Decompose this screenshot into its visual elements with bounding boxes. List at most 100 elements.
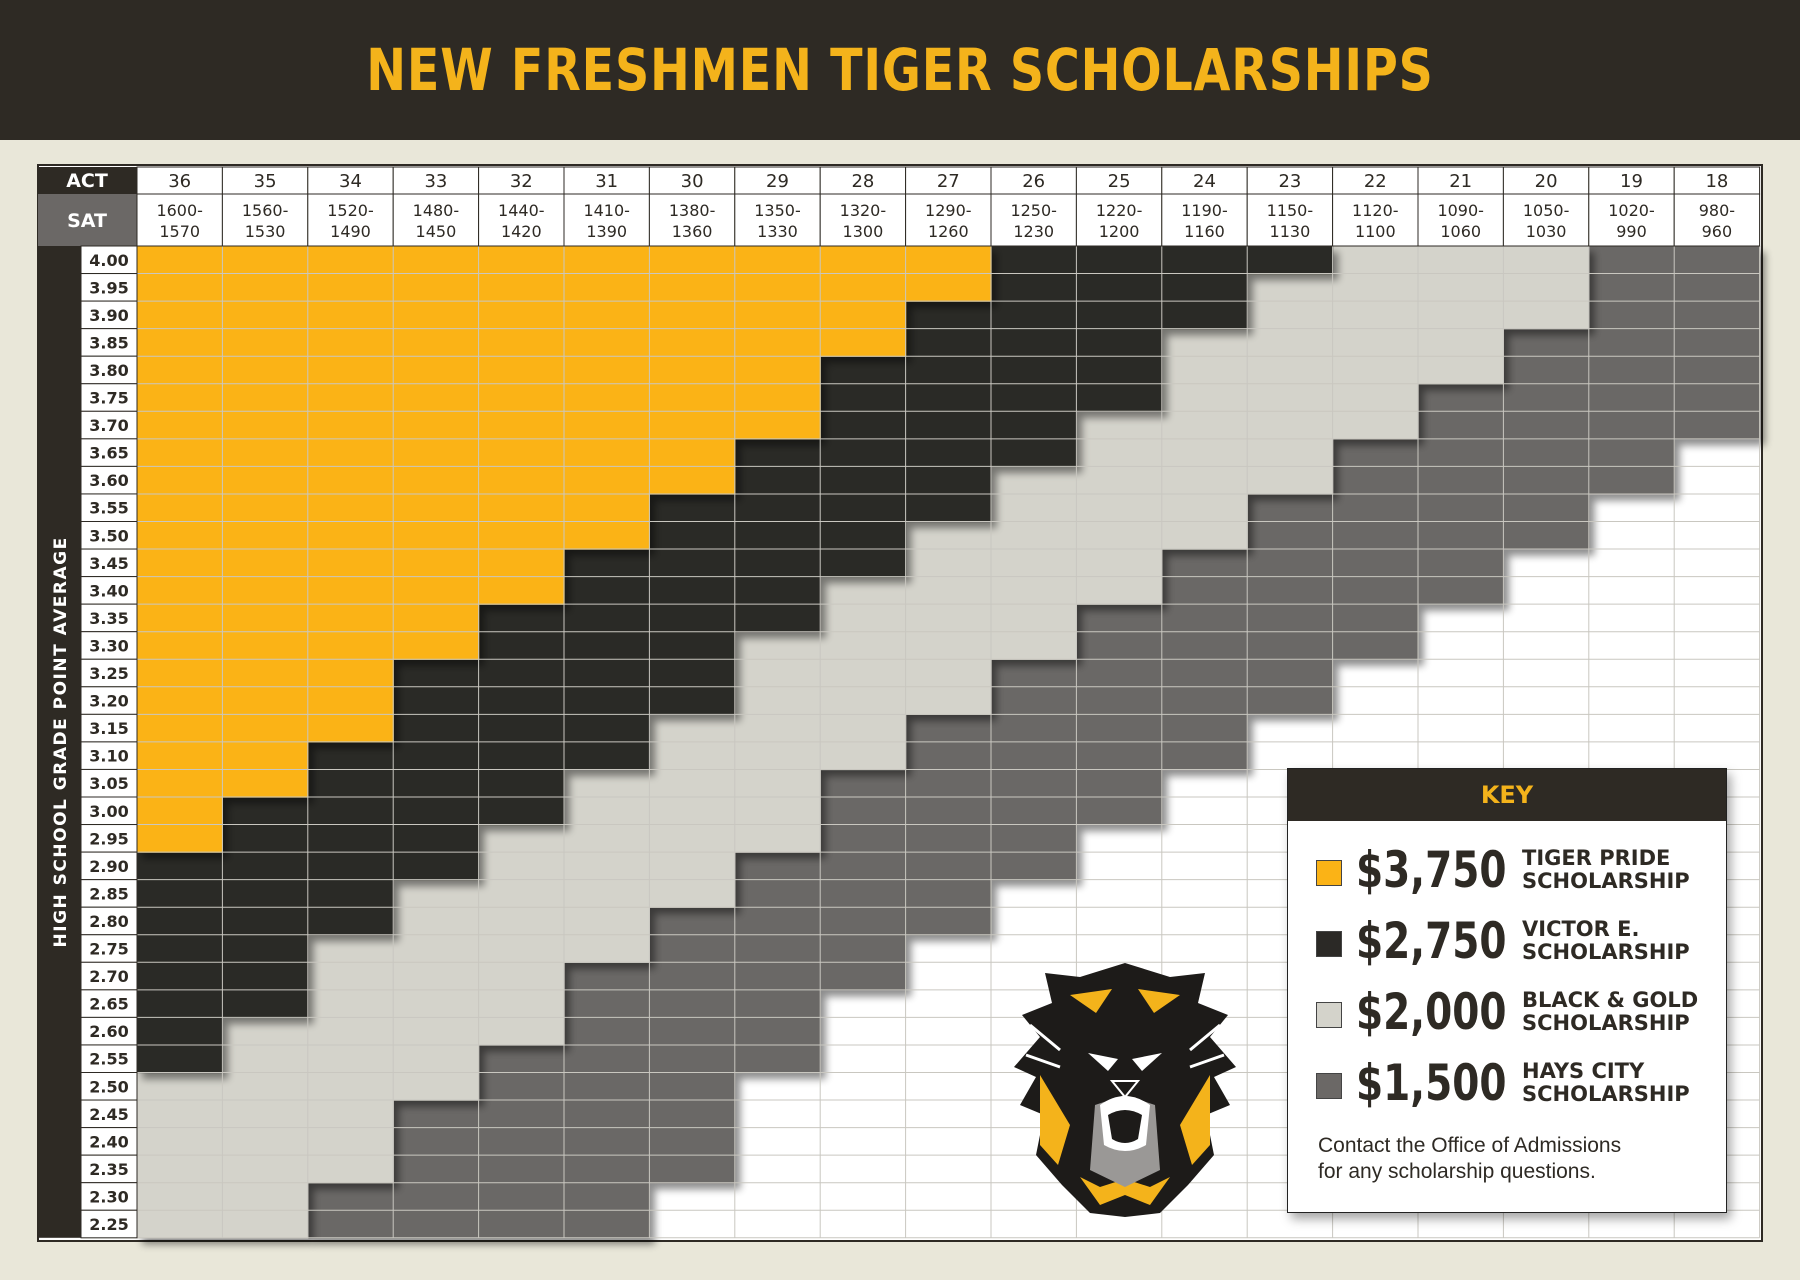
table-cell-none	[1247, 714, 1334, 743]
table-cell-2750	[991, 328, 1077, 357]
table-cell-2750	[393, 741, 480, 771]
table-cell-3750	[222, 741, 309, 771]
table-cell-2750	[307, 907, 394, 936]
table-cell-2750	[478, 741, 565, 771]
table-cell-1500	[478, 1100, 565, 1129]
table-cell-1500	[1418, 549, 1504, 578]
table-cell-2750	[137, 1017, 223, 1046]
key-label: HAYS CITY SCHOLARSHIP	[1522, 1060, 1722, 1106]
table-cell-1500	[1247, 576, 1334, 605]
table-cell-1500	[1674, 246, 1761, 275]
table-cell-2000	[564, 797, 650, 826]
act-tick-label: 20	[1535, 171, 1558, 192]
table-cell-3750	[820, 301, 907, 330]
table-cell-2000	[393, 962, 480, 991]
table-cell-3750	[478, 438, 565, 467]
table-cell-1500	[1076, 659, 1163, 688]
table-cell-2000	[734, 659, 821, 688]
page-title: NEW FRESHMEN TIGER SCHOLARSHIPS	[366, 36, 1434, 104]
act-tick-label: 28	[851, 171, 874, 192]
table-cell-3750	[393, 356, 480, 385]
table-cell-3750	[393, 604, 480, 633]
table-cell-none	[1588, 1210, 1675, 1239]
table-cell-1500	[1076, 714, 1163, 743]
table-cell-none	[1332, 741, 1419, 771]
table-cell-none	[820, 1155, 907, 1184]
table-cell-none	[1674, 741, 1761, 771]
key-swatch-2750	[1316, 931, 1342, 957]
gpa-tick-label: 2.40	[89, 1132, 128, 1151]
table-cell-2000	[307, 1155, 394, 1184]
table-cell-1500	[1076, 769, 1163, 798]
gpa-header-cell	[80, 1016, 138, 1046]
table-cell-1500	[905, 907, 992, 936]
table-cell-none	[1674, 631, 1761, 660]
table-cell-2000	[820, 686, 907, 715]
table-cell-2750	[734, 604, 821, 633]
sat-tick-label: 1220-	[1096, 201, 1143, 220]
table-cell-3750	[137, 741, 223, 771]
table-cell-1500	[649, 1044, 736, 1074]
act-tick-label: 29	[766, 171, 789, 192]
table-cell-2000	[1076, 411, 1163, 440]
table-cell-1500	[1332, 493, 1419, 523]
table-cell-2750	[478, 631, 565, 660]
table-cell-3750	[478, 383, 565, 412]
table-cell-3750	[564, 246, 650, 275]
table-cell-2750	[991, 273, 1077, 302]
table-cell-3750	[137, 824, 223, 853]
sat-tick-label: 1380-	[669, 201, 716, 220]
sat-tick-label: 1520-	[327, 201, 374, 220]
table-cell-2000	[564, 907, 650, 936]
gpa-tick-label: 2.25	[89, 1215, 128, 1234]
table-cell-2750	[307, 769, 394, 798]
table-cell-2000	[820, 576, 907, 605]
sat-tick-label: 1420	[501, 222, 542, 241]
table-cell-2750	[137, 879, 223, 908]
table-cell-none	[734, 1127, 821, 1156]
table-cell-1500	[820, 879, 907, 908]
table-cell-2000	[905, 686, 992, 715]
table-cell-2000	[649, 741, 736, 771]
table-cell-1500	[1503, 438, 1590, 467]
table-cell-1500	[649, 1017, 736, 1046]
table-cell-2750	[649, 493, 736, 523]
table-cell-none	[1076, 879, 1163, 908]
table-cell-3750	[307, 356, 394, 385]
table-cell-2000	[222, 1017, 309, 1046]
table-cell-3750	[564, 521, 650, 550]
table-cell-3750	[564, 383, 650, 412]
table-cell-1500	[1161, 714, 1248, 743]
gpa-header-cell	[80, 851, 138, 881]
table-cell-3750	[137, 604, 223, 633]
table-cell-2000	[1332, 356, 1419, 385]
table-cell-2750	[564, 741, 650, 771]
table-cell-none	[1588, 576, 1675, 605]
table-cell-2750	[649, 549, 736, 578]
gpa-tick-label: 2.95	[89, 829, 128, 848]
table-cell-none	[1076, 852, 1163, 881]
table-cell-2000	[1161, 466, 1248, 495]
table-cell-1500	[393, 1100, 480, 1129]
table-cell-2000	[1332, 301, 1419, 330]
table-cell-3750	[393, 631, 480, 660]
table-cell-none	[1161, 1210, 1248, 1239]
gpa-header-cell	[80, 1099, 138, 1129]
table-cell-1500	[478, 1072, 565, 1101]
table-cell-3750	[393, 246, 480, 275]
table-cell-2750	[478, 659, 565, 688]
table-cell-3750	[137, 301, 223, 330]
table-cell-3750	[222, 411, 309, 440]
gpa-header-cell	[80, 493, 138, 523]
table-cell-3750	[307, 493, 394, 523]
key-label-line1: TIGER PRIDE	[1522, 846, 1671, 870]
act-tick-label: 24	[1193, 171, 1216, 192]
table-cell-3750	[734, 246, 821, 275]
table-cell-1500	[1588, 301, 1675, 330]
table-cell-none	[734, 1072, 821, 1101]
table-cell-none	[1418, 741, 1504, 771]
act-tick-label: 18	[1705, 171, 1728, 192]
act-header-cell	[221, 166, 309, 195]
gpa-tick-label: 2.65	[89, 995, 128, 1014]
table-cell-none	[734, 1100, 821, 1129]
